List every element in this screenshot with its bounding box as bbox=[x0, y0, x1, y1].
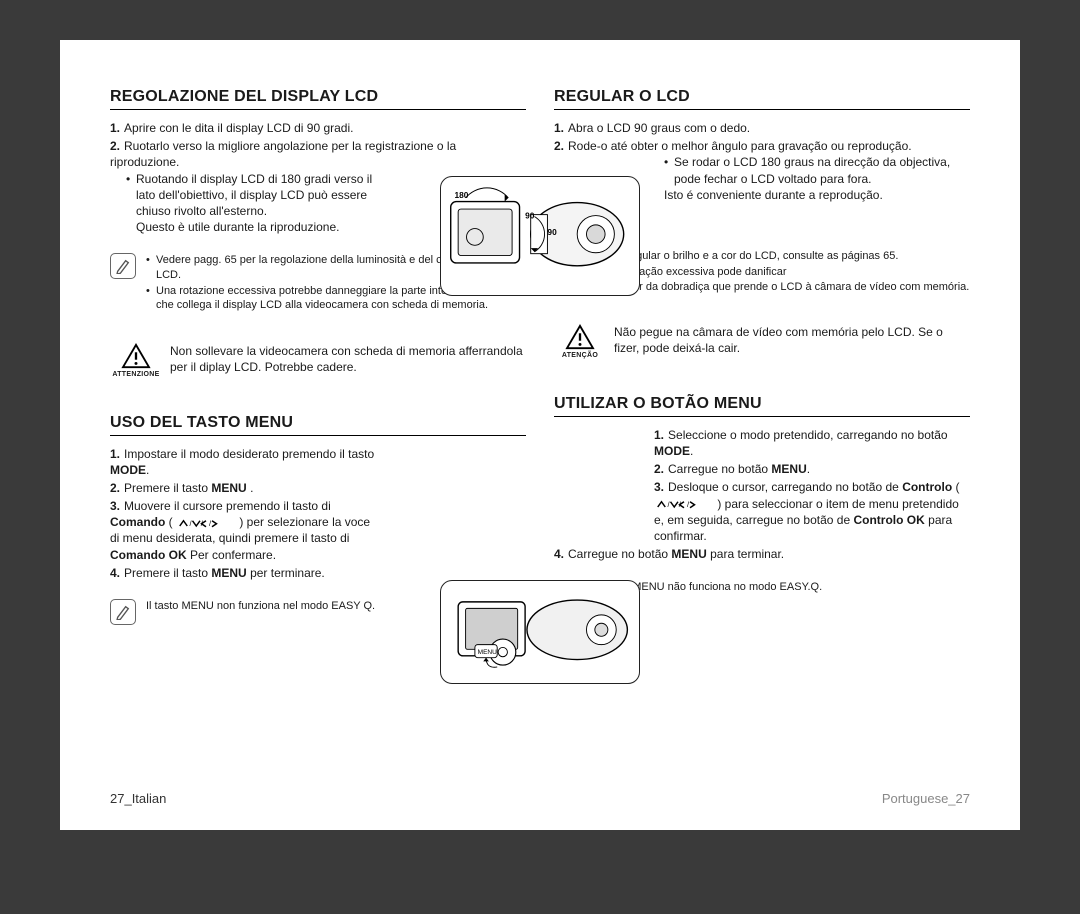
step-4: 4.Premere il tasto MENU per terminare. bbox=[110, 565, 526, 581]
step-text: Rode-o até obter o melhor ângulo para gr… bbox=[568, 139, 912, 153]
bold: MENU bbox=[211, 566, 246, 580]
t: . bbox=[807, 462, 810, 476]
step-3: 3.Desloque o cursor, carregando no botão… bbox=[654, 479, 970, 544]
note-icon bbox=[110, 599, 136, 625]
step-1: 1.Abra o LCD 90 graus com o dedo. bbox=[554, 120, 970, 136]
menu-label: MENU bbox=[478, 649, 497, 656]
step-text: Abra o LCD 90 graus com o dedo. bbox=[568, 121, 750, 135]
svg-text:/: / bbox=[201, 519, 204, 528]
direction-arrows-icon: / / / bbox=[654, 496, 714, 512]
warning-label: ATENÇÃO bbox=[562, 352, 598, 359]
step-sub: Ruotando il display LCD di 180 gradi ver… bbox=[110, 171, 380, 236]
note-item: Uma rotação excessiva pode danificaro in… bbox=[590, 265, 969, 294]
manual-page: REGOLAZIONE DEL DISPLAY LCD 1.Aprire con… bbox=[60, 40, 1020, 830]
t: per terminare. bbox=[247, 566, 325, 580]
svg-text:/: / bbox=[687, 500, 690, 509]
svg-text:/: / bbox=[209, 519, 212, 528]
t: ( bbox=[165, 515, 176, 529]
t: Premere il tasto bbox=[124, 566, 211, 580]
footer-right: Portuguese_27 bbox=[882, 791, 970, 806]
bold: MODE bbox=[110, 463, 146, 477]
warning-icon bbox=[121, 343, 151, 369]
step-text: Aprire con le dita il display LCD di 90 … bbox=[124, 121, 353, 135]
bold: MENU bbox=[771, 462, 806, 476]
note-icon bbox=[110, 253, 136, 279]
sub-text: Se rodar o LCD 180 graus na direcção da … bbox=[664, 154, 970, 203]
t: . bbox=[690, 444, 693, 458]
heading-lcd-it: REGOLAZIONE DEL DISPLAY LCD bbox=[110, 88, 526, 110]
step-1: 1.Impostare il modo desiderato premendo … bbox=[110, 446, 380, 478]
warning-label: ATTENZIONE bbox=[112, 371, 159, 378]
warning-lcd-pt: ATENÇÃO Não pegue na câmara de vídeo com… bbox=[554, 324, 970, 359]
page-footer: 27_Italian Portuguese_27 bbox=[110, 791, 970, 806]
heading-menu-it: USO DEL TASTO MENU bbox=[110, 414, 526, 436]
angle-180: 180 bbox=[454, 190, 468, 200]
heading-menu-pt: UTILIZAR O BOTÃO MENU bbox=[554, 395, 970, 417]
t: Carregue no botão bbox=[568, 547, 671, 561]
angle-90a: 90 bbox=[525, 210, 535, 220]
t: . bbox=[247, 481, 254, 495]
t: Desloque o cursor, carregando no botão d… bbox=[668, 480, 902, 494]
sub-text: Ruotando il display LCD di 180 gradi ver… bbox=[126, 171, 380, 236]
t: ( bbox=[952, 480, 959, 494]
step-3: 3.Muovere il cursore premendo il tasto d… bbox=[110, 498, 380, 563]
column-italian: REGOLAZIONE DEL DISPLAY LCD 1.Aprire con… bbox=[110, 88, 526, 625]
svg-text:/: / bbox=[679, 500, 682, 509]
step-text: Ruotarlo verso la migliore angolazione p… bbox=[110, 139, 456, 169]
bold: Controlo OK bbox=[853, 513, 924, 527]
t: para terminar. bbox=[707, 547, 784, 561]
note-item-cont: o interior da dobradiça que prende o LCD… bbox=[600, 281, 969, 293]
sub-text-2: Questo è utile durante la riproduzione. bbox=[136, 220, 339, 234]
figure-lcd-rotation: 180 90 90 bbox=[440, 176, 640, 296]
warning-icon-wrap: ATTENZIONE bbox=[110, 343, 162, 378]
warning-text: Não pegue na câmara de vídeo com memória… bbox=[614, 324, 970, 356]
step-2: 2.Carregue no botão MENU. bbox=[654, 461, 970, 477]
column-portuguese: REGULAR O LCD 1.Abra o LCD 90 graus com … bbox=[554, 88, 970, 625]
t: Seleccione o modo pretendido, carregando… bbox=[668, 428, 948, 442]
warning-icon-wrap: ATENÇÃO bbox=[554, 324, 606, 359]
warning-icon bbox=[565, 324, 595, 350]
figure-menu-button: MENU bbox=[440, 580, 640, 684]
sub-text-2: Isto é conveniente durante a reprodução. bbox=[664, 187, 970, 203]
two-column-layout: REGOLAZIONE DEL DISPLAY LCD 1.Aprire con… bbox=[110, 88, 970, 625]
svg-text:/: / bbox=[190, 519, 193, 528]
t: . bbox=[146, 463, 149, 477]
note-body: Para regular o brilho e a cor do LCD, co… bbox=[590, 249, 969, 296]
step-1: 1.Aprire con le dita il display LCD di 9… bbox=[110, 120, 526, 136]
t: Premere il tasto bbox=[124, 481, 211, 495]
steps-menu-pt: 1.Seleccione o modo pretendido, carregan… bbox=[554, 427, 970, 563]
t: Muovere il cursore premendo il tasto di bbox=[124, 499, 331, 513]
svg-text:/: / bbox=[668, 500, 671, 509]
step-1: 1.Seleccione o modo pretendido, carregan… bbox=[654, 427, 970, 459]
note-item: Para regular o brilho e a cor do LCD, co… bbox=[590, 249, 969, 263]
heading-lcd-pt: REGULAR O LCD bbox=[554, 88, 970, 110]
t: Impostare il modo desiderato premendo il… bbox=[124, 447, 374, 461]
footer-left: 27_Italian bbox=[110, 791, 166, 806]
t: Carregue no botão bbox=[668, 462, 771, 476]
bold: MENU bbox=[671, 547, 706, 561]
steps-menu-it: 1.Impostare il modo desiderato premendo … bbox=[110, 446, 526, 582]
camcorder-menu-icon: MENU bbox=[447, 587, 633, 674]
t: Per confermare. bbox=[187, 548, 276, 562]
bold: Comando bbox=[110, 515, 165, 529]
bold: Comando OK bbox=[110, 548, 187, 562]
bold: MENU bbox=[211, 481, 246, 495]
warning-lcd-it: ATTENZIONE Non sollevare la videocamera … bbox=[110, 343, 526, 378]
camcorder-diagram-icon: 180 90 90 bbox=[447, 183, 633, 285]
bold: Controlo bbox=[902, 480, 952, 494]
note-text: Il tasto MENU non funziona nel modo EASY… bbox=[146, 599, 375, 613]
bold: MODE bbox=[654, 444, 690, 458]
direction-arrows-icon: / / / bbox=[176, 514, 236, 530]
step-4: 4.Carregue no botão MENU para terminar. bbox=[554, 546, 970, 562]
step-2: 2.Premere il tasto MENU . bbox=[110, 480, 526, 496]
warning-text: Non sollevare la videocamera con scheda … bbox=[170, 343, 526, 375]
angle-90b: 90 bbox=[547, 227, 557, 237]
